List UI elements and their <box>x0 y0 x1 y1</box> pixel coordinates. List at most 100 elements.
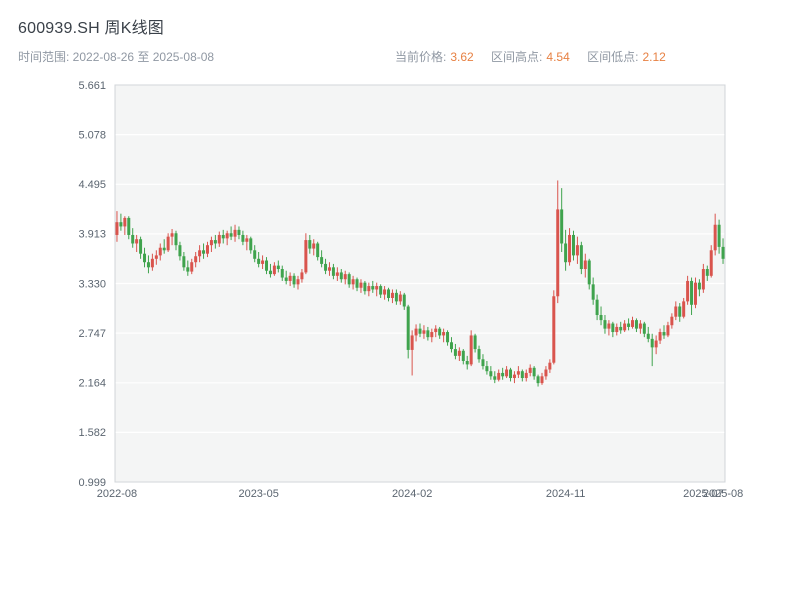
candle-down <box>324 263 328 271</box>
candle-down <box>571 234 575 256</box>
y-tick-label: 5.078 <box>78 129 106 141</box>
candle-down <box>481 359 485 367</box>
candle-up <box>631 320 635 327</box>
candle-down <box>249 238 253 251</box>
candle-up <box>615 326 619 333</box>
candle-down <box>320 257 324 264</box>
y-tick-label: 5.661 <box>78 80 106 92</box>
candle-up <box>123 217 127 227</box>
candle-down <box>438 328 442 336</box>
candle-up <box>414 328 418 336</box>
candle-down <box>139 239 143 254</box>
candle-up <box>457 350 461 356</box>
candle-down <box>402 294 406 307</box>
candle-down <box>485 366 489 372</box>
candle-down <box>473 335 477 350</box>
candle-up <box>115 222 119 235</box>
candle-down <box>627 323 631 327</box>
candle-down <box>418 328 422 334</box>
candle-down <box>406 306 410 350</box>
candle-down <box>717 224 721 247</box>
candle-up <box>654 340 658 348</box>
candle-up <box>194 256 198 263</box>
candle-down <box>265 260 269 271</box>
candle-up <box>367 286 371 292</box>
candle-up <box>343 274 347 280</box>
candle-down <box>595 299 599 316</box>
candle-down <box>371 286 375 290</box>
candle-up <box>288 275 292 281</box>
candle-down <box>363 282 367 292</box>
candle-up <box>575 245 579 256</box>
candle-down <box>587 260 591 285</box>
candle-up <box>583 260 587 270</box>
candle-up <box>261 260 265 264</box>
candle-up <box>607 323 611 329</box>
candle-down <box>182 256 186 268</box>
candle-up <box>205 245 209 254</box>
candle-down <box>489 371 493 377</box>
y-tick-label: 2.164 <box>78 378 106 390</box>
range-high-value: 4.54 <box>546 50 570 64</box>
range-high-label: 区间高点: <box>491 50 543 64</box>
y-tick-label: 3.913 <box>78 229 106 241</box>
candle-down <box>453 349 457 356</box>
candle-down <box>493 376 497 380</box>
candle-down <box>284 277 288 281</box>
candle-up <box>693 282 697 305</box>
candle-down <box>690 280 694 305</box>
candle-down <box>642 323 646 334</box>
candle-down <box>237 229 241 235</box>
candle-up <box>335 272 339 276</box>
candle-up <box>686 280 690 302</box>
candle-up <box>505 369 509 377</box>
candle-up <box>359 282 363 288</box>
candle-down <box>178 245 182 257</box>
candle-up <box>544 369 548 377</box>
candle-up <box>670 316 674 326</box>
current-price-value: 3.62 <box>450 50 474 64</box>
candle-up <box>540 376 544 384</box>
candle-down <box>379 286 383 295</box>
y-tick-label: 1.582 <box>78 427 106 439</box>
candle-up <box>150 258 154 268</box>
candle-down <box>461 350 465 361</box>
x-tick-label: 2023-05 <box>238 488 278 500</box>
candle-down <box>611 323 615 333</box>
candle-up <box>469 335 473 365</box>
candle-down <box>591 284 595 300</box>
candle-up <box>304 240 308 273</box>
candle-up <box>245 238 249 242</box>
candle-up <box>390 292 394 298</box>
candle-up <box>674 306 678 317</box>
plot-border <box>114 84 726 483</box>
stats-row: 当前价格: 3.62 区间高点: 4.54 区间低点: 2.12 <box>395 48 680 65</box>
candle-up <box>623 323 627 331</box>
candle-up <box>709 250 713 276</box>
subtitle-row: 时间范围: 2022-08-26 至 2025-08-08 当前价格: 3.62 … <box>0 48 760 66</box>
candle-down <box>257 258 261 264</box>
candle-up <box>410 335 414 350</box>
candle-down <box>387 289 391 298</box>
x-tick-label: 2024-11 <box>546 488 586 500</box>
candle-down <box>564 243 568 263</box>
candle-up <box>383 289 387 295</box>
candle-down <box>131 234 135 244</box>
candle-up <box>512 374 516 379</box>
candle-up <box>548 362 552 370</box>
candle-up <box>497 372 501 380</box>
candle-up <box>158 247 162 256</box>
candle-down <box>599 315 603 321</box>
candle-down <box>579 245 583 270</box>
candle-down <box>520 371 524 379</box>
candle-up <box>327 267 331 271</box>
range-low-value: 2.12 <box>642 50 666 64</box>
candle-up <box>312 243 316 249</box>
candle-up <box>658 332 662 341</box>
candle-down <box>721 246 725 259</box>
candle-up <box>190 262 194 272</box>
candle-down <box>268 270 272 275</box>
candle-down <box>119 222 123 227</box>
